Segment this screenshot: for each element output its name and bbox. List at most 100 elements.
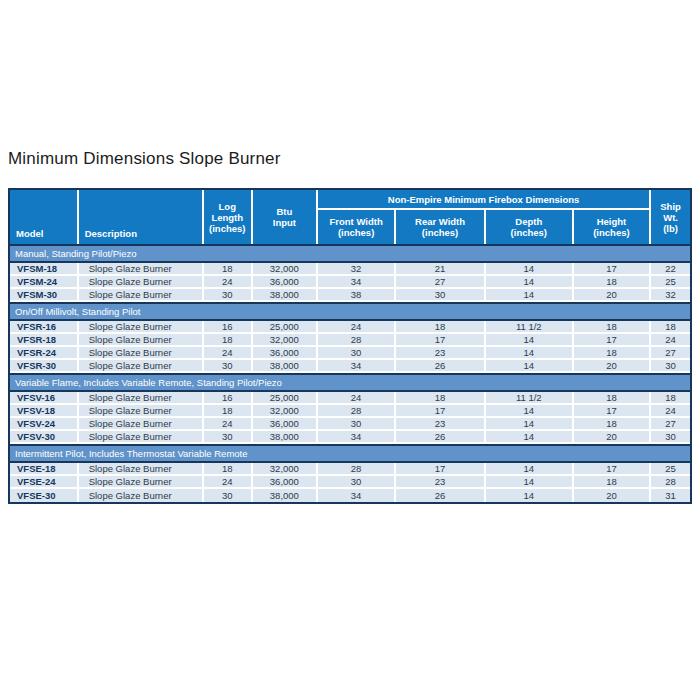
table-row: VFSV-16 Slope Glaze Burner 16 25,000 24 …	[10, 392, 690, 405]
cell-rear-width: 30	[396, 289, 486, 302]
cell-depth: 14	[486, 476, 574, 489]
cell-btu-input: 25,000	[253, 321, 318, 334]
cell-description: Slope Glaze Burner	[79, 431, 204, 444]
cell-description: Slope Glaze Burner	[79, 476, 204, 489]
cell-btu-input: 38,000	[253, 489, 318, 502]
cell-model: VFSE-24	[10, 476, 79, 489]
cell-ship-wt: 25	[651, 276, 690, 289]
cell-log-length: 18	[204, 263, 253, 276]
cell-btu-input: 32,000	[253, 263, 318, 276]
cell-ship-wt: 24	[651, 405, 690, 418]
cell-front-width: 28	[318, 463, 396, 476]
cell-ship-wt: 32	[651, 289, 690, 302]
cell-btu-input: 32,000	[253, 334, 318, 347]
cell-log-length: 18	[204, 405, 253, 418]
cell-btu-input: 32,000	[253, 463, 318, 476]
cell-ship-wt: 18	[651, 321, 690, 334]
cell-rear-width: 18	[396, 392, 486, 405]
cell-description: Slope Glaze Burner	[79, 392, 204, 405]
cell-front-width: 28	[318, 334, 396, 347]
col-header-height: Height (inches)	[574, 210, 652, 244]
section-label: Variable Flame, Includes Variable Remote…	[10, 373, 690, 392]
cell-log-length: 24	[204, 347, 253, 360]
cell-btu-input: 32,000	[253, 405, 318, 418]
cell-front-width: 24	[318, 321, 396, 334]
cell-height: 18	[574, 276, 652, 289]
cell-model: VFSE-18	[10, 463, 79, 476]
cell-btu-input: 36,000	[253, 476, 318, 489]
cell-ship-wt: 22	[651, 263, 690, 276]
cell-front-width: 32	[318, 263, 396, 276]
cell-model: VFSE-30	[10, 489, 79, 502]
table-row: VFSR-24 Slope Glaze Burner 24 36,000 30 …	[10, 347, 690, 360]
cell-model: VFSV-24	[10, 418, 79, 431]
cell-ship-wt: 25	[651, 463, 690, 476]
section-label: Manual, Standing Pilot/Piezo	[10, 244, 690, 263]
section-label: Intermittent Pilot, Includes Thermostat …	[10, 444, 690, 463]
cell-height: 20	[574, 289, 652, 302]
section-header-row: Intermittent Pilot, Includes Thermostat …	[10, 444, 690, 463]
cell-ship-wt: 30	[651, 431, 690, 444]
cell-btu-input: 25,000	[253, 392, 318, 405]
cell-log-length: 24	[204, 418, 253, 431]
cell-rear-width: 17	[396, 334, 486, 347]
cell-log-length: 30	[204, 360, 253, 373]
col-header-ship-wt: Ship Wt. (lb)	[651, 190, 690, 244]
table-row: VFSV-24 Slope Glaze Burner 24 36,000 30 …	[10, 418, 690, 431]
cell-model: VFSV-16	[10, 392, 79, 405]
header-row-group: Model Description Log Length (inches) Bt…	[10, 190, 690, 210]
cell-depth: 14	[486, 289, 574, 302]
cell-front-width: 28	[318, 405, 396, 418]
cell-model: VFSR-16	[10, 321, 79, 334]
cell-rear-width: 26	[396, 489, 486, 502]
cell-depth: 14	[486, 418, 574, 431]
cell-height: 18	[574, 418, 652, 431]
cell-btu-input: 36,000	[253, 276, 318, 289]
cell-rear-width: 23	[396, 347, 486, 360]
cell-front-width: 30	[318, 476, 396, 489]
cell-height: 18	[574, 392, 652, 405]
cell-btu-input: 38,000	[253, 289, 318, 302]
cell-depth: 11 1/2	[486, 392, 574, 405]
cell-front-width: 34	[318, 431, 396, 444]
cell-depth: 11 1/2	[486, 321, 574, 334]
cell-depth: 14	[486, 405, 574, 418]
cell-height: 17	[574, 463, 652, 476]
table-row: VFSR-16 Slope Glaze Burner 16 25,000 24 …	[10, 321, 690, 334]
cell-front-width: 24	[318, 392, 396, 405]
cell-rear-width: 17	[396, 405, 486, 418]
cell-model: VFSR-24	[10, 347, 79, 360]
cell-rear-width: 27	[396, 276, 486, 289]
table-row: VFSV-18 Slope Glaze Burner 18 32,000 28 …	[10, 405, 690, 418]
cell-btu-input: 36,000	[253, 418, 318, 431]
table-row: VFSE-18 Slope Glaze Burner 18 32,000 28 …	[10, 463, 690, 476]
cell-height: 20	[574, 360, 652, 373]
cell-rear-width: 26	[396, 431, 486, 444]
cell-rear-width: 21	[396, 263, 486, 276]
col-header-rear-width: Rear Width (inches)	[396, 210, 486, 244]
table-row: VFSM-24 Slope Glaze Burner 24 36,000 34 …	[10, 276, 690, 289]
cell-rear-width: 17	[396, 463, 486, 476]
section-header-row: Manual, Standing Pilot/Piezo	[10, 244, 690, 263]
cell-ship-wt: 28	[651, 476, 690, 489]
cell-ship-wt: 24	[651, 334, 690, 347]
cell-btu-input: 38,000	[253, 360, 318, 373]
cell-ship-wt: 18	[651, 392, 690, 405]
section-header-row: On/Off Millivolt, Standing Pilot	[10, 302, 690, 321]
table-body: Manual, Standing Pilot/Piezo VFSM-18 Slo…	[10, 244, 690, 502]
cell-depth: 14	[486, 347, 574, 360]
cell-depth: 14	[486, 431, 574, 444]
cell-ship-wt: 30	[651, 360, 690, 373]
cell-height: 18	[574, 321, 652, 334]
section-label: On/Off Millivolt, Standing Pilot	[10, 302, 690, 321]
cell-log-length: 18	[204, 334, 253, 347]
cell-rear-width: 23	[396, 476, 486, 489]
cell-depth: 14	[486, 489, 574, 502]
cell-btu-input: 38,000	[253, 431, 318, 444]
table-row: VFSE-24 Slope Glaze Burner 24 36,000 30 …	[10, 476, 690, 489]
cell-ship-wt: 31	[651, 489, 690, 502]
cell-front-width: 34	[318, 489, 396, 502]
cell-height: 17	[574, 334, 652, 347]
cell-description: Slope Glaze Burner	[79, 418, 204, 431]
table-row: VFSM-30 Slope Glaze Burner 30 38,000 38 …	[10, 289, 690, 302]
